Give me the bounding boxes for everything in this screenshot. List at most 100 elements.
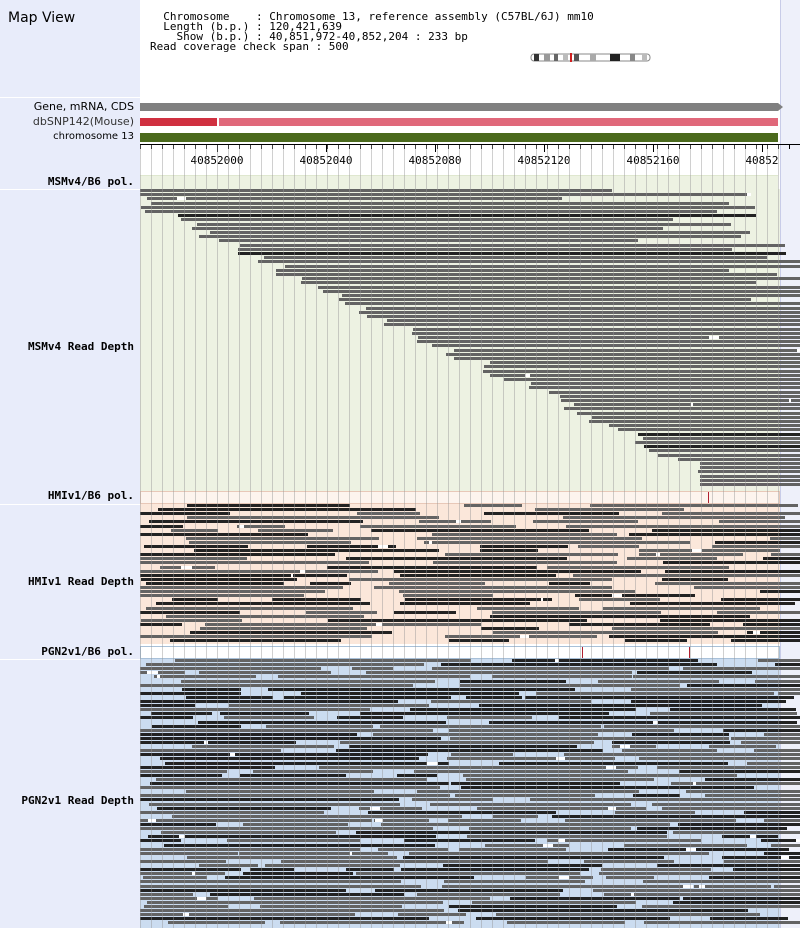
sequence-read[interactable] [705, 777, 800, 781]
sequence-read[interactable] [140, 827, 433, 831]
sequence-read[interactable] [641, 905, 800, 908]
sequence-read[interactable] [464, 504, 522, 507]
sequence-read[interactable] [659, 618, 800, 622]
sequence-read[interactable] [266, 724, 374, 728]
sequence-read[interactable] [731, 639, 800, 643]
sequence-read[interactable] [140, 773, 222, 777]
sequence-read[interactable] [512, 659, 699, 662]
sequence-read[interactable] [454, 348, 800, 352]
sequence-read[interactable] [191, 745, 334, 749]
sequence-read[interactable] [678, 457, 800, 461]
sequence-read[interactable] [507, 921, 625, 925]
sequence-read[interactable] [365, 306, 800, 310]
sequence-read[interactable] [577, 545, 639, 548]
sequence-read[interactable] [489, 373, 800, 377]
sequence-read[interactable] [687, 683, 800, 687]
sequence-read[interactable] [140, 786, 441, 790]
sequence-read[interactable] [698, 470, 800, 474]
sequence-read[interactable] [643, 880, 800, 884]
sequence-read[interactable] [694, 586, 800, 589]
sequence-read[interactable] [154, 675, 257, 679]
sequence-read[interactable] [140, 193, 749, 197]
sequence-read[interactable] [394, 610, 456, 614]
sequence-read[interactable] [249, 868, 294, 872]
sequence-read[interactable] [143, 545, 248, 548]
sequence-read[interactable] [140, 691, 242, 695]
sequence-read[interactable] [662, 806, 800, 810]
sequence-read[interactable] [625, 639, 688, 643]
sequence-read[interactable] [597, 679, 719, 683]
sequence-read[interactable] [346, 557, 567, 561]
sequence-read[interactable] [142, 876, 207, 880]
sequence-read[interactable] [408, 851, 709, 855]
sequence-read[interactable] [181, 218, 674, 222]
sequence-read[interactable] [568, 622, 711, 626]
sequence-read[interactable] [151, 724, 241, 728]
sequence-read[interactable] [258, 260, 800, 264]
sequence-read[interactable] [605, 876, 655, 880]
sequence-read[interactable] [633, 794, 681, 798]
sequence-read[interactable] [374, 888, 564, 892]
sequence-read[interactable] [225, 876, 475, 880]
sequence-read[interactable] [348, 745, 577, 749]
sequence-read[interactable] [227, 839, 361, 843]
sequence-read[interactable] [496, 913, 761, 917]
sequence-read[interactable] [199, 235, 742, 239]
sequence-read[interactable] [693, 884, 771, 888]
snp-highlight[interactable] [140, 118, 217, 126]
sequence-read[interactable] [140, 810, 324, 814]
sequence-read[interactable] [397, 913, 466, 917]
sequence-read[interactable] [174, 659, 472, 662]
sequence-read[interactable] [651, 802, 800, 806]
sequence-read[interactable] [643, 921, 800, 925]
sequence-read[interactable] [185, 536, 380, 540]
sequence-read[interactable] [445, 352, 800, 356]
sequence-read[interactable] [263, 256, 768, 260]
sequence-read[interactable] [573, 573, 800, 577]
sequence-read[interactable] [492, 675, 632, 679]
sequence-read[interactable] [140, 524, 183, 528]
sequence-read[interactable] [140, 798, 400, 802]
sequence-read[interactable] [416, 790, 640, 794]
sequence-read[interactable] [140, 847, 361, 851]
sequence-read[interactable] [140, 635, 372, 639]
sequence-read[interactable] [140, 557, 247, 561]
sequence-read[interactable] [349, 577, 612, 581]
sequence-read[interactable] [140, 769, 227, 773]
sequence-read[interactable] [140, 884, 421, 888]
sequence-read[interactable] [431, 700, 591, 703]
gene-track-bar[interactable] [140, 103, 778, 111]
sequence-read[interactable] [589, 420, 800, 423]
sequence-read[interactable] [403, 855, 664, 859]
sequence-read[interactable] [199, 627, 368, 630]
sequence-read[interactable] [709, 917, 788, 921]
sequence-read[interactable] [410, 708, 637, 712]
sequence-read[interactable] [140, 728, 434, 732]
sequence-read[interactable] [642, 436, 800, 440]
sequence-read[interactable] [237, 247, 733, 251]
sequence-read[interactable] [633, 675, 800, 679]
sequence-read[interactable] [466, 695, 523, 699]
sequence-read[interactable] [182, 687, 242, 691]
sequence-read[interactable] [535, 508, 684, 512]
sequence-read[interactable] [167, 921, 266, 925]
sequence-read[interactable] [371, 528, 589, 532]
sequence-read[interactable] [140, 872, 225, 876]
hmi-read-depth-lane[interactable] [140, 504, 800, 644]
sequence-read[interactable] [476, 806, 646, 810]
sequence-read[interactable] [140, 569, 378, 573]
sequence-read[interactable] [480, 627, 539, 630]
sequence-read[interactable] [140, 818, 372, 822]
sequence-read[interactable] [638, 549, 780, 553]
chromosome-track-bar[interactable] [140, 133, 778, 142]
sequence-read[interactable] [300, 691, 519, 695]
sequence-read[interactable] [484, 512, 619, 516]
sequence-read[interactable] [723, 728, 800, 732]
sequence-read[interactable] [322, 289, 800, 293]
sequence-read[interactable] [448, 818, 522, 822]
sequence-read[interactable] [563, 516, 786, 520]
sequence-read[interactable] [611, 741, 731, 744]
sequence-read[interactable] [589, 504, 799, 507]
sequence-read[interactable] [493, 814, 539, 818]
sequence-read[interactable] [242, 872, 353, 876]
